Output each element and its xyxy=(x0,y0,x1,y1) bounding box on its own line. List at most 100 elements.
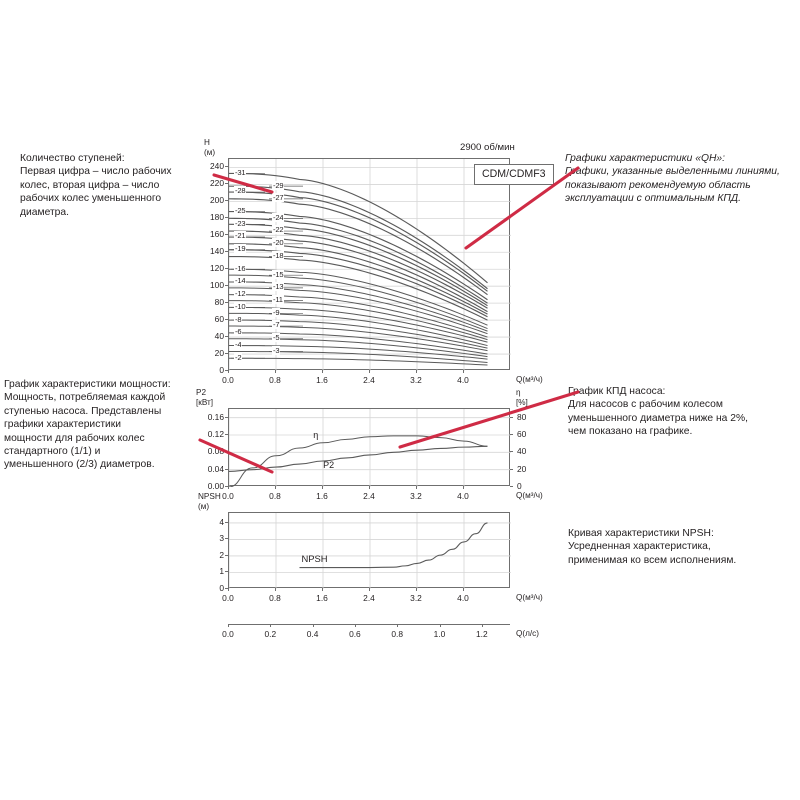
tick-mark xyxy=(225,166,228,168)
stage-label: -18 xyxy=(272,250,285,260)
stage-label: -14 xyxy=(234,276,247,286)
tick-mark xyxy=(225,200,228,202)
tick-label: 1.6 xyxy=(316,491,328,501)
tick-mark xyxy=(510,416,513,418)
qh-curve-9 xyxy=(229,312,488,347)
tick-mark xyxy=(416,588,417,591)
tick-label: 1.6 xyxy=(316,593,328,603)
stage-label: -24 xyxy=(272,212,285,222)
power-x-axis-title: Q(м³/ч) xyxy=(516,491,543,500)
tick-mark xyxy=(225,268,228,270)
tick-mark xyxy=(275,370,276,373)
annotation-line: уменьшенного диаметра ниже на 2%, xyxy=(568,412,749,424)
stage-label: -5 xyxy=(272,333,281,343)
npsh-curve-label: NPSH xyxy=(301,552,328,564)
tick-mark xyxy=(225,183,228,185)
stage-label: -27 xyxy=(272,193,285,203)
annotation-line: применимая ко всем исполнениям. xyxy=(568,554,737,566)
tick-mark xyxy=(225,571,228,573)
efficiency-y-label: η xyxy=(516,388,521,397)
tick-mark xyxy=(481,624,483,627)
tick-label: 20 xyxy=(214,348,224,359)
tick-mark xyxy=(225,521,228,523)
annotation-line: Первая цифра – число рабочих xyxy=(20,166,172,178)
stage-label: -28 xyxy=(234,186,247,196)
tick-mark xyxy=(275,588,276,591)
tick-mark xyxy=(228,624,229,627)
tick-label: 0.0 xyxy=(222,491,234,501)
tick-label: 200 xyxy=(210,195,224,206)
tick-mark xyxy=(510,486,513,487)
annotation-line: Для насосов с рабочим колесом xyxy=(568,399,723,411)
power-y-unit: [кВт] xyxy=(196,397,214,407)
power-efficiency-plot-area xyxy=(228,408,511,487)
annotation-qh: Графики характеристики «QH»: Графики, ука… xyxy=(565,152,800,206)
stage-label: -8 xyxy=(234,314,243,324)
speed-label: 2900 об/мин xyxy=(460,142,515,153)
qh-x-axis-title: Q(м³/ч) xyxy=(516,375,543,384)
tick-label: 0.04 xyxy=(207,463,224,474)
tick-mark xyxy=(322,486,323,489)
stage-label: -15 xyxy=(272,269,285,279)
tick-mark xyxy=(354,624,356,627)
tick-mark xyxy=(225,486,228,487)
tick-mark xyxy=(322,370,323,373)
annotation-line: График характеристики мощности: xyxy=(4,379,171,390)
stage-label: -19 xyxy=(234,244,247,254)
tick-mark xyxy=(510,451,513,453)
tick-mark xyxy=(439,624,441,627)
power-y-label: P2 xyxy=(196,388,207,397)
annotation-line: чем показано на графике. xyxy=(568,426,693,438)
qh-y-label: H xyxy=(204,138,210,147)
tick-mark xyxy=(225,416,228,418)
annotation-line: эксплуатации с оптимальным КПД. xyxy=(565,193,741,205)
tick-label: 1 xyxy=(219,566,224,577)
model-badge: CDM/CDMF3 xyxy=(474,164,554,185)
tick-label: 3.2 xyxy=(410,593,422,603)
tick-label: 3.2 xyxy=(410,375,422,385)
tick-mark xyxy=(510,468,513,470)
tick-mark xyxy=(225,451,228,453)
efficiency-y-unit: [%] xyxy=(516,397,528,407)
tick-label: 100 xyxy=(210,280,224,291)
annotation-line: Графики характеристики «QH»: xyxy=(565,153,725,164)
annotation-line: стандартного (1/1) и xyxy=(4,446,101,458)
tick-label: 60 xyxy=(214,314,224,325)
annotation-line: Количество ступеней: xyxy=(20,153,125,164)
annotation-line: графики характеристики xyxy=(4,419,122,431)
stage-label: -22 xyxy=(272,225,285,235)
tick-mark xyxy=(225,285,228,287)
annotation-line: рабочих колес уменьшенного xyxy=(20,193,162,205)
annotation-line: Кривая характеристики NPSH: xyxy=(568,528,714,539)
tick-label: 20 xyxy=(517,463,527,474)
stage-label: -23 xyxy=(234,218,247,228)
annotation-stages: Количество ступеней: Первая цифра – число… xyxy=(20,152,225,219)
tick-label: 1.0 xyxy=(433,629,446,639)
annotation-line: ступенью насоса. Представлены xyxy=(4,405,162,417)
tick-label: 0.0 xyxy=(222,593,234,603)
stage-label: -6 xyxy=(234,327,243,337)
npsh-y-axis-title: NPSH (м) xyxy=(198,492,221,511)
tick-mark xyxy=(463,486,464,489)
tick-label: 0.8 xyxy=(269,593,281,603)
tick-mark xyxy=(463,588,464,591)
efficiency-curve-label: η xyxy=(313,429,319,440)
tick-label: 2 xyxy=(219,549,224,560)
tick-mark xyxy=(225,302,228,304)
npsh-y-unit: (м) xyxy=(198,501,210,511)
tick-label: 0 xyxy=(219,365,224,375)
tick-label: 1.2 xyxy=(475,629,488,639)
tick-label: 4.0 xyxy=(457,375,469,385)
tick-label: 0.4 xyxy=(306,629,319,639)
tick-mark xyxy=(225,336,228,338)
tick-label: 0.16 xyxy=(207,411,224,422)
tick-mark xyxy=(228,370,229,373)
tick-mark xyxy=(225,234,228,236)
tick-mark xyxy=(397,624,399,627)
annotation-line: Усредненная характеристика, xyxy=(568,541,711,553)
tick-label: 40 xyxy=(517,446,527,457)
power-y-axis-title: P2 [кВт] xyxy=(196,388,213,407)
annotation-line: Мощность, потребляемая каждой xyxy=(4,392,166,404)
stage-label: -11 xyxy=(272,295,284,305)
tick-label: 2.4 xyxy=(363,375,375,385)
